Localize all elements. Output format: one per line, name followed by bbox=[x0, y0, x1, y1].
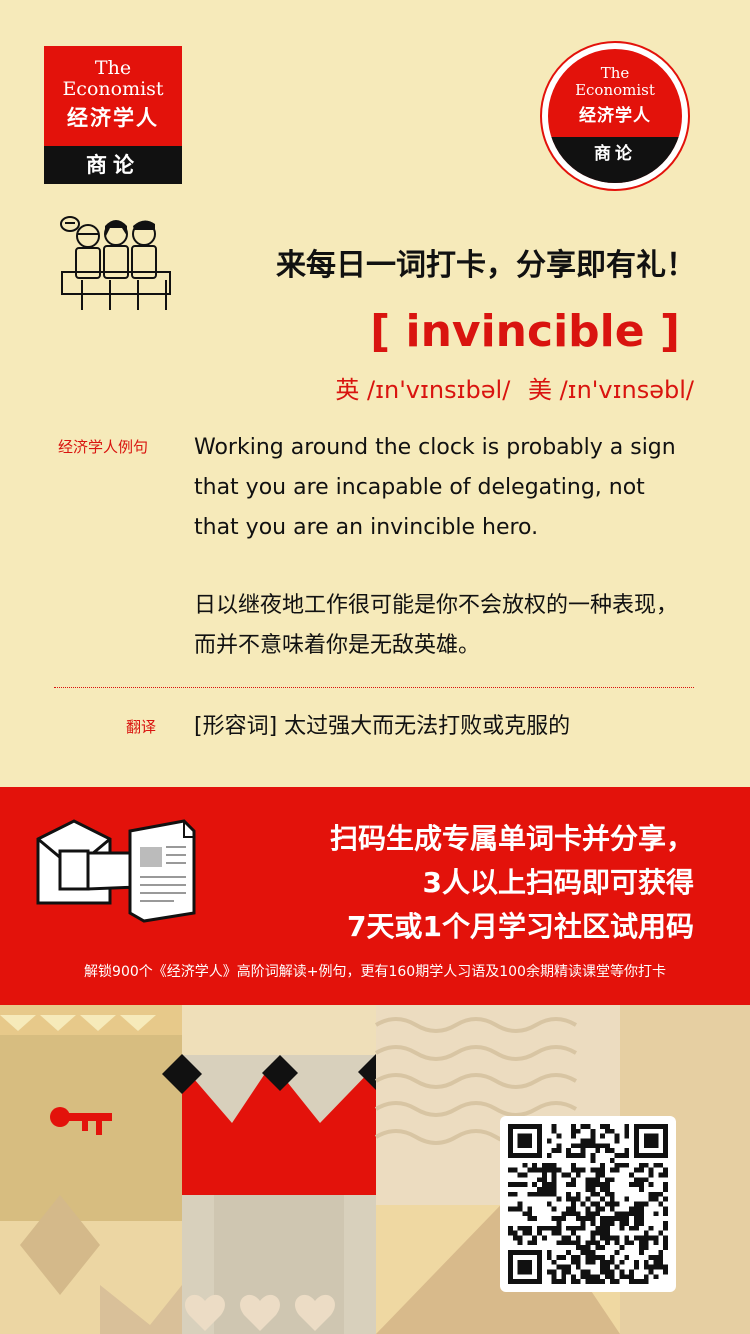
logo-sub: 商论 bbox=[44, 146, 182, 184]
banner-line-3: 7天或1个月学习社区试用码 bbox=[347, 910, 694, 943]
logo-chinese: 经济学人 bbox=[67, 106, 159, 130]
us-ipa: /ɪn'vɪnsəbl/ bbox=[559, 376, 694, 404]
circle-logo-english-line2: Economist bbox=[575, 81, 655, 99]
translation-label: 翻译 bbox=[126, 718, 157, 736]
page-headline: 来每日一词打卡，分享即有礼！ bbox=[276, 248, 696, 283]
promo-banner: 扫码生成专属单词卡并分享， 3人以上扫码即可获得 7天或1个月学习社区试用码 解… bbox=[0, 787, 750, 1005]
people-illustration-icon bbox=[60, 216, 171, 310]
circle-logo-chinese: 经济学人 bbox=[579, 106, 651, 126]
banner-subtext: 解锁900个《经济学人》高阶词解读+例句，更有160期学人习语及100余期精读课… bbox=[84, 964, 666, 980]
example-label: 经济学人例句 bbox=[58, 438, 149, 456]
uk-ipa: /ɪn'vɪnsɪbəl/ bbox=[366, 376, 511, 404]
banner-line-1: 扫码生成专属单词卡并分享， bbox=[329, 822, 694, 855]
economist-logo-rect: The Economist 经济学人 商论 bbox=[44, 46, 182, 184]
example-english: Working around the clock is probably a s… bbox=[194, 435, 676, 540]
circle-logo-english-line1: The bbox=[600, 64, 630, 82]
phonetics: 英 /ɪn'vɪnsɪbəl/ 美 /ɪn'vɪnsəbl/ bbox=[240, 370, 694, 405]
key-icon bbox=[50, 1107, 112, 1135]
translation-text: [形容词] 太过强大而无法打败或克服的 bbox=[194, 714, 571, 739]
example-chinese: 日以继夜地工作很可能是你不会放权的一种表现，而并不意味着你是无敌英雄。 bbox=[194, 593, 679, 658]
logo-english-line1: The bbox=[94, 57, 132, 79]
dotted-divider bbox=[54, 687, 694, 688]
us-label: 美 bbox=[527, 376, 552, 404]
economist-logo-circle: The Economist 经济学人 商论 bbox=[540, 41, 690, 191]
logo-english-line2: Economist bbox=[62, 78, 164, 100]
circle-logo-sub: 商论 bbox=[548, 137, 682, 183]
qr-code-icon bbox=[508, 1124, 668, 1284]
qr-code[interactable] bbox=[500, 1116, 676, 1292]
banner-line-2: 3人以上扫码即可获得 bbox=[422, 866, 694, 899]
uk-label: 英 bbox=[335, 376, 360, 404]
vocabulary-word: [ invincible ] bbox=[370, 306, 680, 357]
newspaper-hand-icon bbox=[36, 819, 196, 923]
